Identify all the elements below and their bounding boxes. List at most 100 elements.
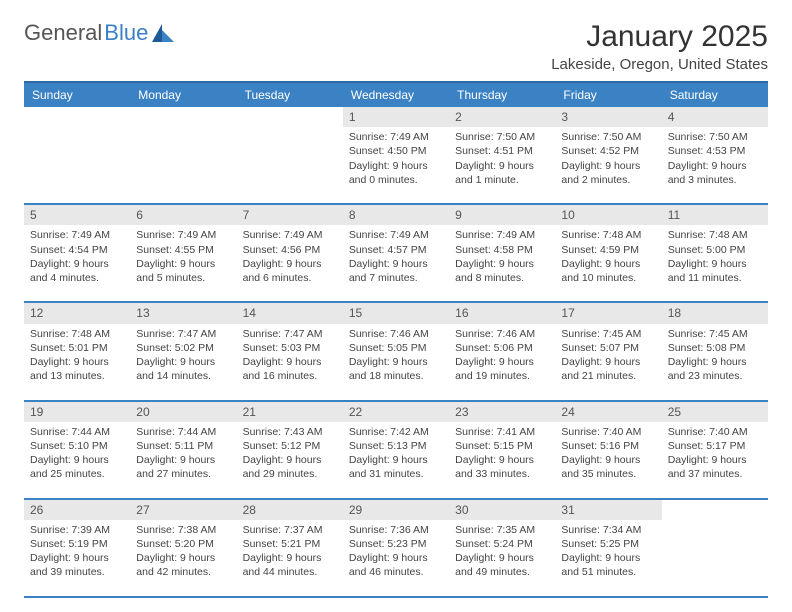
sunrise-text: Sunrise: 7:46 AM [349,327,443,341]
week-content-row: Sunrise: 7:44 AMSunset: 5:10 PMDaylight:… [24,422,768,500]
sunset-text: Sunset: 4:51 PM [455,144,549,158]
week-daynum-row: 1234 [24,107,768,127]
title-block: January 2025 Lakeside, Oregon, United St… [551,20,768,73]
sunset-text: Sunset: 5:01 PM [30,341,124,355]
day-cell [130,127,236,203]
sunrise-text: Sunrise: 7:45 AM [561,327,655,341]
sunset-text: Sunset: 4:50 PM [349,144,443,158]
logo-icon [152,24,174,42]
sunset-text: Sunset: 4:59 PM [561,243,655,257]
sunrise-text: Sunrise: 7:50 AM [561,130,655,144]
sunrise-text: Sunrise: 7:49 AM [455,228,549,242]
day-number: 13 [130,303,236,323]
sunset-text: Sunset: 5:25 PM [561,537,655,551]
sunrise-text: Sunrise: 7:49 AM [349,130,443,144]
sunset-text: Sunset: 5:12 PM [243,439,337,453]
sunset-text: Sunset: 4:57 PM [349,243,443,257]
sunset-text: Sunset: 5:24 PM [455,537,549,551]
sunset-text: Sunset: 5:23 PM [349,537,443,551]
day-number [237,107,343,127]
location-text: Lakeside, Oregon, United States [551,56,768,73]
sunset-text: Sunset: 5:17 PM [668,439,762,453]
day-number: 23 [449,402,555,422]
sunset-text: Sunset: 5:06 PM [455,341,549,355]
month-title: January 2025 [551,20,768,54]
calendar-body: 1234Sunrise: 7:49 AMSunset: 4:50 PMDayli… [24,107,768,598]
day-number: 7 [237,205,343,225]
day-number: 19 [24,402,130,422]
daylight-text: Daylight: 9 hours and 6 minutes. [243,257,337,285]
week-content-row: Sunrise: 7:39 AMSunset: 5:19 PMDaylight:… [24,520,768,598]
day-cell: Sunrise: 7:44 AMSunset: 5:10 PMDaylight:… [24,422,130,498]
daylight-text: Daylight: 9 hours and 46 minutes. [349,551,443,579]
day-cell: Sunrise: 7:50 AMSunset: 4:52 PMDaylight:… [555,127,661,203]
day-header: Thursday [449,83,555,107]
sunrise-text: Sunrise: 7:38 AM [136,523,230,537]
sunset-text: Sunset: 4:53 PM [668,144,762,158]
daylight-text: Daylight: 9 hours and 3 minutes. [668,159,762,187]
day-number: 21 [237,402,343,422]
sunrise-text: Sunrise: 7:36 AM [349,523,443,537]
week-content-row: Sunrise: 7:48 AMSunset: 5:01 PMDaylight:… [24,324,768,402]
day-cell: Sunrise: 7:36 AMSunset: 5:23 PMDaylight:… [343,520,449,596]
day-cell: Sunrise: 7:37 AMSunset: 5:21 PMDaylight:… [237,520,343,596]
sunset-text: Sunset: 4:56 PM [243,243,337,257]
day-header: Monday [130,83,236,107]
day-cell: Sunrise: 7:49 AMSunset: 4:54 PMDaylight:… [24,225,130,301]
sunrise-text: Sunrise: 7:48 AM [668,228,762,242]
sunrise-text: Sunrise: 7:49 AM [136,228,230,242]
day-cell: Sunrise: 7:47 AMSunset: 5:03 PMDaylight:… [237,324,343,400]
sunrise-text: Sunrise: 7:49 AM [243,228,337,242]
calendar-day-headers: Sunday Monday Tuesday Wednesday Thursday… [24,81,768,107]
day-number: 11 [662,205,768,225]
day-cell: Sunrise: 7:48 AMSunset: 4:59 PMDaylight:… [555,225,661,301]
day-number: 25 [662,402,768,422]
daylight-text: Daylight: 9 hours and 4 minutes. [30,257,124,285]
sunset-text: Sunset: 5:20 PM [136,537,230,551]
daylight-text: Daylight: 9 hours and 5 minutes. [136,257,230,285]
day-number [662,500,768,520]
sunset-text: Sunset: 4:54 PM [30,243,124,257]
day-cell: Sunrise: 7:45 AMSunset: 5:08 PMDaylight:… [662,324,768,400]
day-cell: Sunrise: 7:44 AMSunset: 5:11 PMDaylight:… [130,422,236,498]
day-number: 15 [343,303,449,323]
day-number: 2 [449,107,555,127]
daylight-text: Daylight: 9 hours and 49 minutes. [455,551,549,579]
day-cell: Sunrise: 7:35 AMSunset: 5:24 PMDaylight:… [449,520,555,596]
daylight-text: Daylight: 9 hours and 51 minutes. [561,551,655,579]
day-number: 3 [555,107,661,127]
logo-text-1: General [24,20,102,46]
day-number: 14 [237,303,343,323]
day-header: Friday [555,83,661,107]
day-number: 24 [555,402,661,422]
sunrise-text: Sunrise: 7:45 AM [668,327,762,341]
daylight-text: Daylight: 9 hours and 0 minutes. [349,159,443,187]
day-cell: Sunrise: 7:42 AMSunset: 5:13 PMDaylight:… [343,422,449,498]
daylight-text: Daylight: 9 hours and 23 minutes. [668,355,762,383]
day-number: 29 [343,500,449,520]
daylight-text: Daylight: 9 hours and 37 minutes. [668,453,762,481]
day-cell: Sunrise: 7:34 AMSunset: 5:25 PMDaylight:… [555,520,661,596]
day-cell: Sunrise: 7:46 AMSunset: 5:05 PMDaylight:… [343,324,449,400]
day-number: 5 [24,205,130,225]
sunrise-text: Sunrise: 7:37 AM [243,523,337,537]
day-cell: Sunrise: 7:38 AMSunset: 5:20 PMDaylight:… [130,520,236,596]
day-cell [237,127,343,203]
sunset-text: Sunset: 4:58 PM [455,243,549,257]
day-number: 18 [662,303,768,323]
day-cell: Sunrise: 7:46 AMSunset: 5:06 PMDaylight:… [449,324,555,400]
sunrise-text: Sunrise: 7:48 AM [30,327,124,341]
day-cell [662,520,768,596]
day-number: 22 [343,402,449,422]
sunset-text: Sunset: 5:11 PM [136,439,230,453]
daylight-text: Daylight: 9 hours and 21 minutes. [561,355,655,383]
day-cell: Sunrise: 7:40 AMSunset: 5:17 PMDaylight:… [662,422,768,498]
daylight-text: Daylight: 9 hours and 27 minutes. [136,453,230,481]
sunset-text: Sunset: 5:08 PM [668,341,762,355]
daylight-text: Daylight: 9 hours and 13 minutes. [30,355,124,383]
sunset-text: Sunset: 5:16 PM [561,439,655,453]
daylight-text: Daylight: 9 hours and 19 minutes. [455,355,549,383]
sunset-text: Sunset: 5:21 PM [243,537,337,551]
day-number: 30 [449,500,555,520]
day-number: 10 [555,205,661,225]
